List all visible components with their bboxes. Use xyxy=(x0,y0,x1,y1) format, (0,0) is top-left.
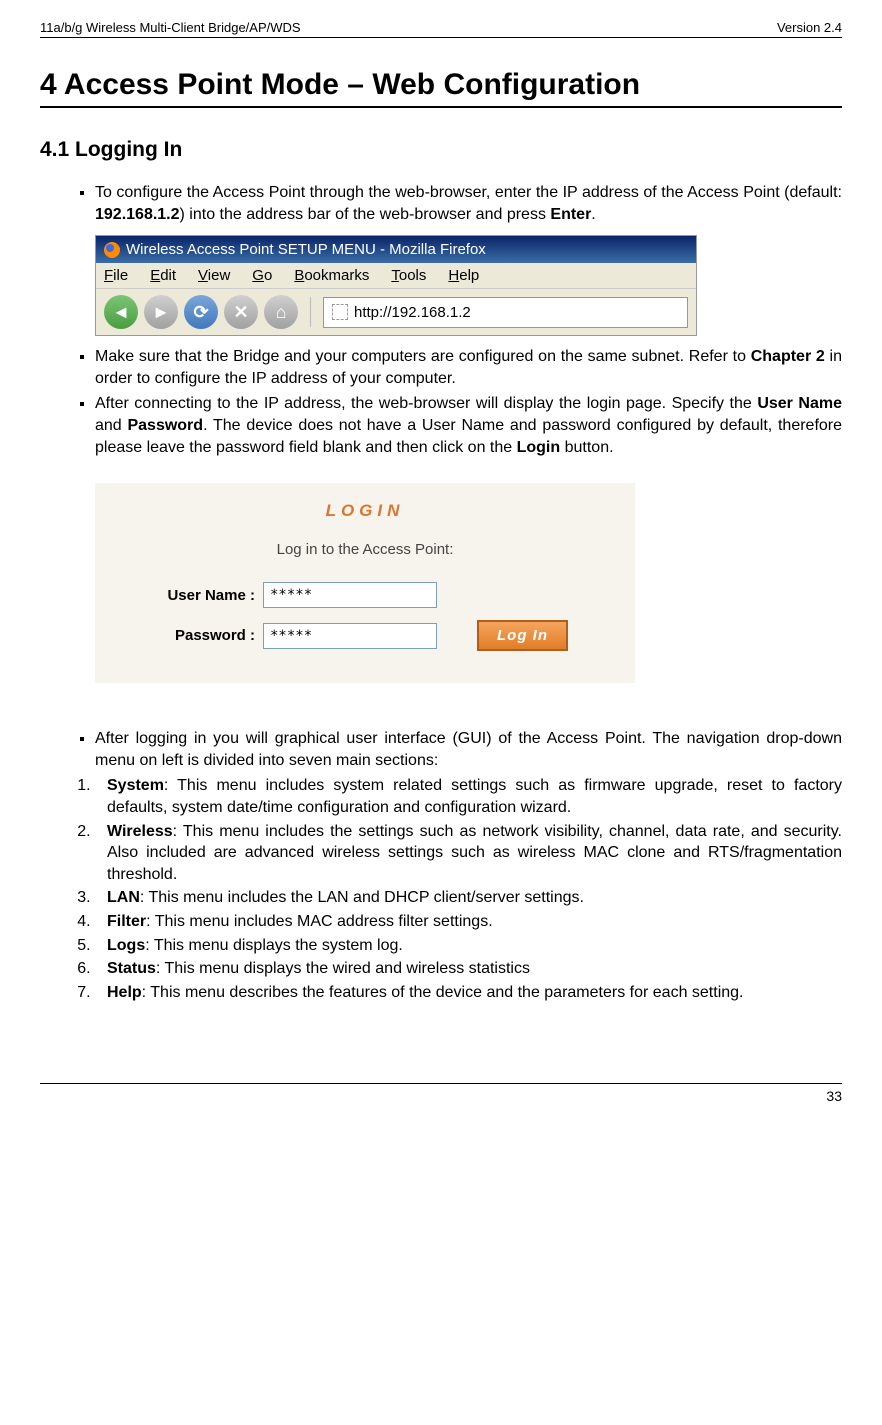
list-item: Wireless: This menu includes the setting… xyxy=(95,821,842,886)
reload-button-icon[interactable]: ⟳ xyxy=(184,295,218,329)
firefox-titlebar: Wireless Access Point SETUP MENU - Mozil… xyxy=(96,236,696,263)
username-label: User Name : xyxy=(125,587,263,604)
intro-bullets-3: After logging in you will graphical user… xyxy=(40,728,842,771)
chapter-title: 4 Access Point Mode – Web Configuration xyxy=(40,68,842,108)
menu-file[interactable]: File xyxy=(104,267,128,284)
url-bar[interactable]: http://192.168.1.2 xyxy=(323,297,688,328)
list-item: Logs: This menu displays the system log. xyxy=(95,935,842,957)
login-subtitle: Log in to the Access Point: xyxy=(105,541,625,558)
menu-help[interactable]: Help xyxy=(448,267,479,284)
firefox-menubar: File Edit View Go Bookmarks Tools Help xyxy=(96,263,696,289)
home-button-icon[interactable]: ⌂ xyxy=(264,295,298,329)
intro-bullets-1: To configure the Access Point through th… xyxy=(40,182,842,225)
bullet-3: After connecting to the IP address, the … xyxy=(95,393,842,458)
menu-sections-list: System: This menu includes system relate… xyxy=(40,775,842,1003)
stop-button-icon[interactable]: ✕ xyxy=(224,295,258,329)
login-dialog: LOGIN Log in to the Access Point: User N… xyxy=(95,483,635,683)
menu-go[interactable]: Go xyxy=(252,267,272,284)
forward-button-icon[interactable]: ► xyxy=(144,295,178,329)
url-text: http://192.168.1.2 xyxy=(354,304,471,321)
list-item: Filter: This menu includes MAC address f… xyxy=(95,911,842,933)
password-row: Password : Log In xyxy=(105,620,625,651)
section-title: 4.1 Logging In xyxy=(40,138,842,162)
list-item: System: This menu includes system relate… xyxy=(95,775,842,818)
back-button-icon[interactable]: ◄ xyxy=(104,295,138,329)
password-input[interactable] xyxy=(263,623,437,649)
list-item: Status: This menu displays the wired and… xyxy=(95,958,842,980)
login-title: LOGIN xyxy=(105,501,625,521)
list-item: Help: This menu describes the features o… xyxy=(95,982,842,1004)
page-header: 11a/b/g Wireless Multi-Client Bridge/AP/… xyxy=(40,20,842,38)
menu-tools[interactable]: Tools xyxy=(391,267,426,284)
login-button[interactable]: Log In xyxy=(477,620,568,651)
username-input[interactable] xyxy=(263,582,437,608)
bullet-1: To configure the Access Point through th… xyxy=(95,182,842,225)
firefox-window: Wireless Access Point SETUP MENU - Mozil… xyxy=(95,235,697,336)
menu-edit[interactable]: Edit xyxy=(150,267,176,284)
intro-bullets-2: Make sure that the Bridge and your compu… xyxy=(40,346,842,458)
firefox-toolbar: ◄ ► ⟳ ✕ ⌂ http://192.168.1.2 xyxy=(96,289,696,335)
list-item: LAN: This menu includes the LAN and DHCP… xyxy=(95,887,842,909)
firefox-title: Wireless Access Point SETUP MENU - Mozil… xyxy=(126,241,486,258)
firefox-icon xyxy=(104,242,120,258)
toolbar-separator xyxy=(310,297,311,327)
header-right: Version 2.4 xyxy=(777,20,842,35)
username-row: User Name : xyxy=(105,582,625,608)
menu-view[interactable]: View xyxy=(198,267,230,284)
bullet-4: After logging in you will graphical user… xyxy=(95,728,842,771)
header-left: 11a/b/g Wireless Multi-Client Bridge/AP/… xyxy=(40,20,301,35)
favicon-icon xyxy=(332,304,348,320)
page-number: 33 xyxy=(826,1088,842,1104)
password-label: Password : xyxy=(125,627,263,644)
page-footer: 33 xyxy=(40,1083,842,1104)
menu-bookmarks[interactable]: Bookmarks xyxy=(294,267,369,284)
bullet-2: Make sure that the Bridge and your compu… xyxy=(95,346,842,389)
